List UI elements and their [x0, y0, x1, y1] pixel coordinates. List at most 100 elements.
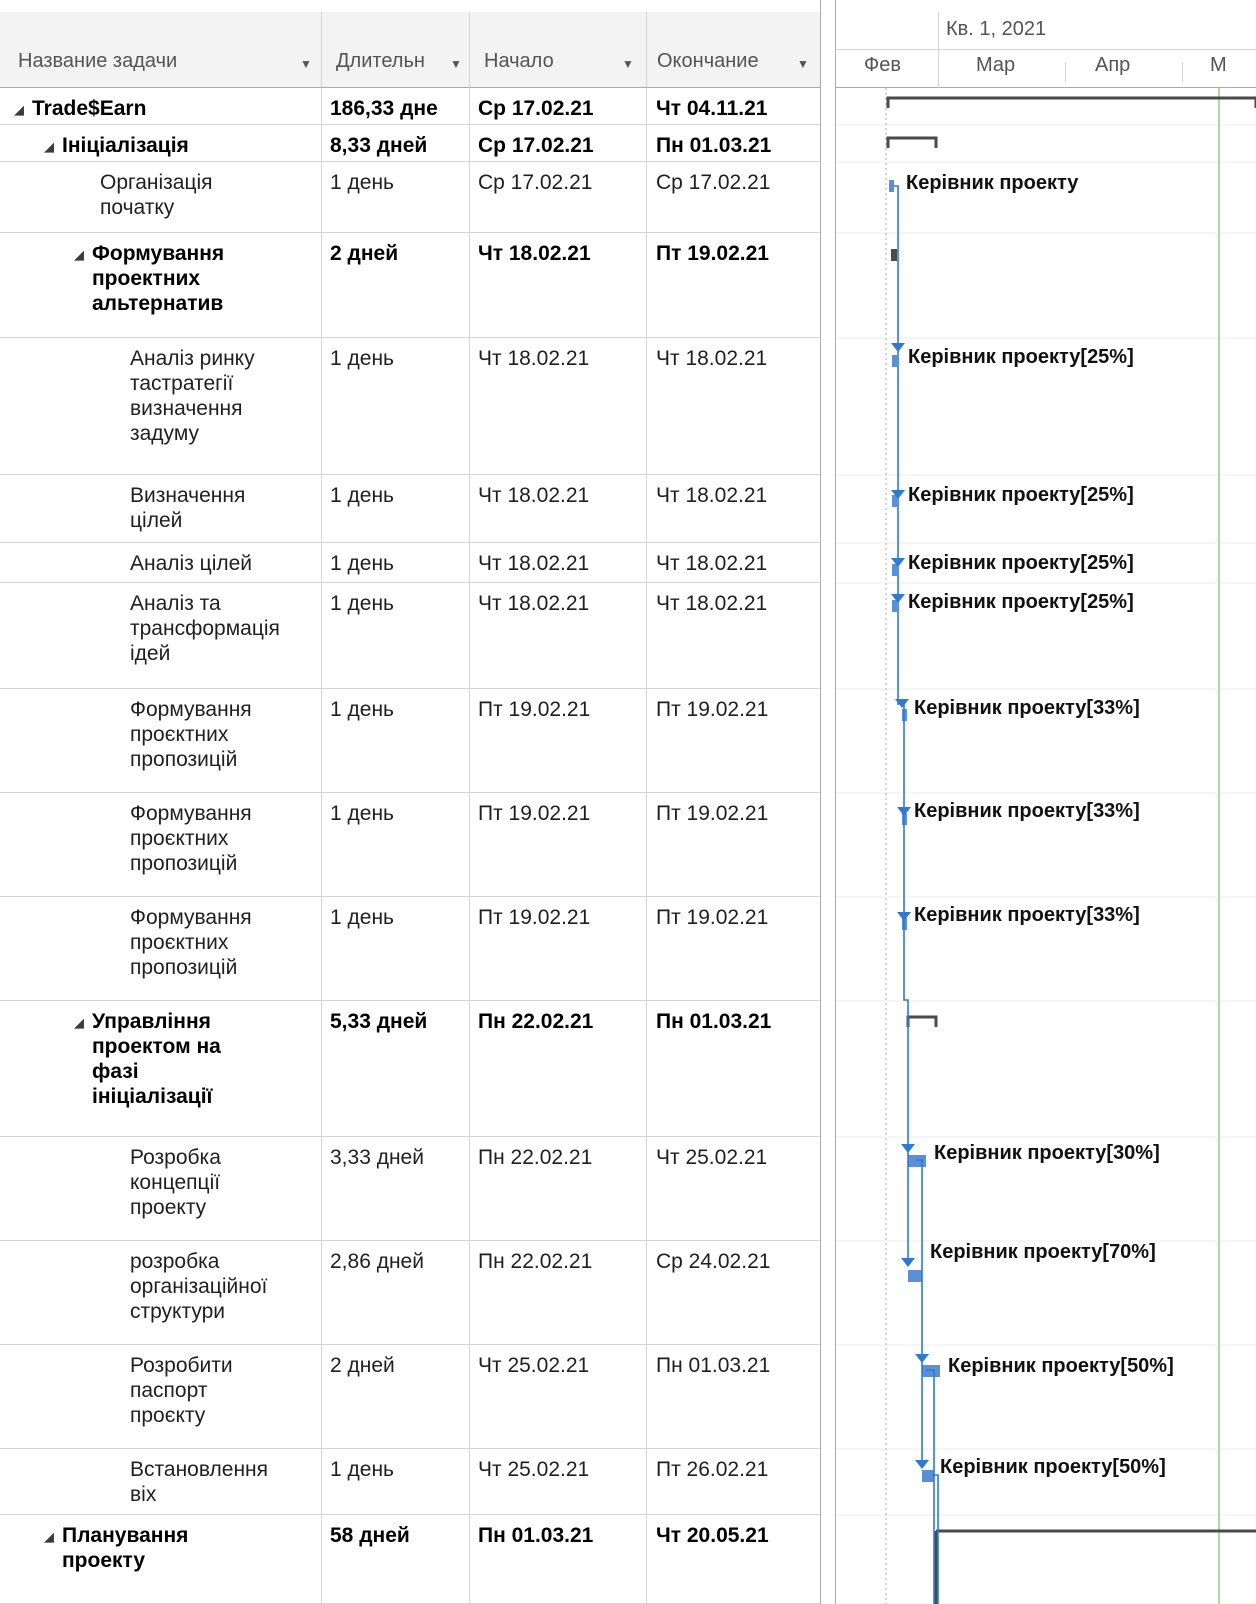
task-start-cell[interactable]: Ср 17.02.21 — [470, 88, 647, 124]
task-name-cell[interactable]: ◢ Trade$Earn — [0, 88, 322, 124]
task-duration-cell[interactable]: 3,33 дней — [322, 1137, 470, 1240]
task-finish-cell[interactable]: Пт 19.02.21 — [656, 698, 769, 721]
task-finish-cell[interactable]: Пт 19.02.21 — [656, 242, 769, 265]
task-duration-cell[interactable]: 1 день — [322, 543, 470, 582]
task-finish-cell[interactable]: Пт 19.02.21 — [656, 802, 769, 825]
column-header-duration[interactable]: Длительн ▼ — [322, 12, 470, 88]
task-duration-cell[interactable]: 1 день — [322, 793, 470, 896]
task-start-cell[interactable]: Ср 17.02.21 — [470, 125, 647, 161]
task-name-cell[interactable]: Формування проєктних пропозицій — [0, 689, 322, 792]
task-name-cell[interactable]: ◢ Управління проектом на фазі ініціалізац… — [0, 1001, 322, 1136]
task-row[interactable]: Розробити паспорт проєкту 2 дней Чт 25.02.… — [0, 1345, 820, 1449]
resource-label: Керівник проекту[30%] — [934, 1142, 1160, 1164]
collapse-triangle-icon[interactable]: ◢ — [44, 139, 54, 154]
task-start-cell[interactable]: Чт 25.02.21 — [470, 1345, 647, 1448]
task-duration-cell[interactable]: 2,86 дней — [322, 1241, 470, 1344]
collapse-triangle-icon[interactable]: ◢ — [74, 247, 84, 262]
task-name-cell[interactable]: ◢ Ініціалізація — [0, 125, 322, 161]
task-row[interactable]: Встановлення віх 1 день Чт 25.02.21 Пт 26.0… — [0, 1449, 820, 1515]
task-duration-cell[interactable]: 5,33 дней — [322, 1001, 470, 1136]
chevron-down-icon[interactable]: ▼ — [797, 57, 809, 71]
task-start-cell[interactable]: Пн 01.03.21 — [470, 1515, 647, 1603]
task-finish-cell[interactable]: Чт 18.02.21 — [656, 592, 768, 615]
task-start-cell[interactable]: Чт 18.02.21 — [470, 233, 647, 337]
task-name-cell[interactable]: Аналіз цілей — [0, 543, 322, 582]
column-header-start[interactable]: Начало ▼ — [470, 12, 647, 88]
task-name-cell[interactable]: Аналіз ринку тастратегії визначення заду… — [0, 338, 322, 474]
collapse-triangle-icon[interactable]: ◢ — [44, 1529, 54, 1544]
task-name-cell[interactable]: Аналіз та трансформація ідей — [0, 583, 322, 688]
task-duration-cell[interactable]: 1 день — [322, 689, 470, 792]
task-start-cell[interactable]: Чт 18.02.21 — [470, 338, 647, 474]
task-name-cell[interactable]: Розробка концепції проекту — [0, 1137, 322, 1240]
task-finish-cell[interactable]: Пн 01.03.21 — [656, 1010, 772, 1033]
view-splitter[interactable] — [820, 0, 836, 1604]
task-name-cell[interactable]: Розробити паспорт проєкту — [0, 1345, 322, 1448]
task-duration-cell[interactable]: 1 день — [322, 475, 470, 542]
task-start-cell[interactable]: Пт 19.02.21 — [470, 793, 647, 896]
task-start-cell[interactable]: Чт 18.02.21 — [470, 583, 647, 688]
collapse-triangle-icon[interactable]: ◢ — [14, 102, 24, 117]
task-start-cell[interactable]: Чт 18.02.21 — [470, 475, 647, 542]
task-row[interactable]: розробка організаційної структури 2,86 дн… — [0, 1241, 820, 1345]
task-name-cell[interactable]: Організація початку — [0, 162, 322, 232]
task-finish-cell[interactable]: Чт 25.02.21 — [656, 1146, 768, 1169]
task-finish-cell[interactable]: Ср 24.02.21 — [656, 1250, 771, 1273]
task-finish-cell[interactable]: Пт 26.02.21 — [656, 1458, 769, 1481]
task-duration-cell[interactable]: 186,33 дне — [322, 88, 470, 124]
task-row[interactable]: Розробка концепції проекту 3,33 дней Пн 22… — [0, 1137, 820, 1241]
chevron-down-icon[interactable]: ▼ — [300, 57, 312, 71]
task-duration-cell[interactable]: 58 дней — [322, 1515, 470, 1603]
task-duration-cell[interactable]: 2 дней — [322, 1345, 470, 1448]
task-duration-cell[interactable]: 2 дней — [322, 233, 470, 337]
task-start-cell[interactable]: Ср 17.02.21 — [470, 162, 647, 232]
task-row[interactable]: Формування проєктних пропозицій 1 день Пт … — [0, 897, 820, 1001]
task-finish-cell[interactable]: Чт 20.05.21 — [656, 1524, 769, 1547]
task-row[interactable]: Аналіз та трансформація ідей 1 день Чт 18.… — [0, 583, 820, 689]
summary-task-row[interactable]: ◢ Планування проекту 58 дней Пн 01.03.21 Чт … — [0, 1515, 820, 1604]
task-finish-cell[interactable]: Пн 01.03.21 — [656, 134, 772, 157]
task-row[interactable]: Аналіз цілей 1 день Чт 18.02.21 Чт 18.02.21 — [0, 543, 820, 583]
task-start-cell[interactable]: Чт 18.02.21 — [470, 543, 647, 582]
task-row[interactable]: Організація початку 1 день Ср 17.02.21 Ср 1… — [0, 162, 820, 233]
task-duration-cell[interactable]: 1 день — [322, 897, 470, 1000]
task-start-cell[interactable]: Чт 25.02.21 — [470, 1449, 647, 1514]
summary-task-row[interactable]: ◢ Trade$Earn 186,33 дне Ср 17.02.21 Чт 04.11… — [0, 88, 820, 125]
summary-task-row[interactable]: ◢ Управління проектом на фазі ініціалізац… — [0, 1001, 820, 1137]
task-name-cell[interactable]: ◢ Формування проектних альтернатив — [0, 233, 322, 337]
task-finish-cell[interactable]: Ср 17.02.21 — [656, 171, 771, 194]
task-duration-cell[interactable]: 1 день — [322, 162, 470, 232]
task-name-cell[interactable]: ◢ Планування проекту — [0, 1515, 322, 1603]
chevron-down-icon[interactable]: ▼ — [622, 57, 634, 71]
task-start-cell[interactable]: Пн 22.02.21 — [470, 1241, 647, 1344]
task-start-cell[interactable]: Пн 22.02.21 — [470, 1137, 647, 1240]
task-name-cell[interactable]: Встановлення віх — [0, 1449, 322, 1514]
task-row[interactable]: Аналіз ринку тастратегії визначення заду… — [0, 338, 820, 475]
column-header-name[interactable]: Название задачи ▼ — [0, 12, 322, 88]
task-start-cell[interactable]: Пн 22.02.21 — [470, 1001, 647, 1136]
task-name-cell[interactable]: Формування проєктних пропозицій — [0, 793, 322, 896]
task-finish-cell[interactable]: Пт 19.02.21 — [656, 906, 769, 929]
task-start-cell[interactable]: Пт 19.02.21 — [470, 689, 647, 792]
collapse-triangle-icon[interactable]: ◢ — [74, 1015, 84, 1030]
summary-task-row[interactable]: ◢ Ініціалізація 8,33 дней Ср 17.02.21 Пн 01.… — [0, 125, 820, 162]
task-row[interactable]: Визначення цілей 1 день Чт 18.02.21 Чт 18.0… — [0, 475, 820, 543]
task-name-cell[interactable]: Визначення цілей — [0, 475, 322, 542]
column-header-finish[interactable]: Окончание ▼ — [647, 12, 820, 88]
task-row[interactable]: Формування проєктних пропозицій 1 день Пт … — [0, 689, 820, 793]
task-name-cell[interactable]: Формування проєктних пропозицій — [0, 897, 322, 1000]
task-duration-cell[interactable]: 1 день — [322, 1449, 470, 1514]
task-row[interactable]: Формування проєктних пропозицій 1 день Пт … — [0, 793, 820, 897]
task-duration-cell[interactable]: 8,33 дней — [322, 125, 470, 161]
task-finish-cell[interactable]: Чт 04.11.21 — [656, 97, 768, 120]
task-finish-cell[interactable]: Чт 18.02.21 — [656, 347, 768, 370]
task-finish-cell[interactable]: Чт 18.02.21 — [656, 484, 768, 507]
task-duration-cell[interactable]: 1 день — [322, 583, 470, 688]
task-finish-cell[interactable]: Пн 01.03.21 — [656, 1354, 771, 1377]
task-duration-cell[interactable]: 1 день — [322, 338, 470, 474]
task-finish-cell[interactable]: Чт 18.02.21 — [656, 552, 768, 575]
task-name-cell[interactable]: розробка організаційної структури — [0, 1241, 322, 1344]
chevron-down-icon[interactable]: ▼ — [450, 57, 462, 71]
summary-task-row[interactable]: ◢ Формування проектних альтернатив 2 дней Ч… — [0, 233, 820, 338]
task-start-cell[interactable]: Пт 19.02.21 — [470, 897, 647, 1000]
